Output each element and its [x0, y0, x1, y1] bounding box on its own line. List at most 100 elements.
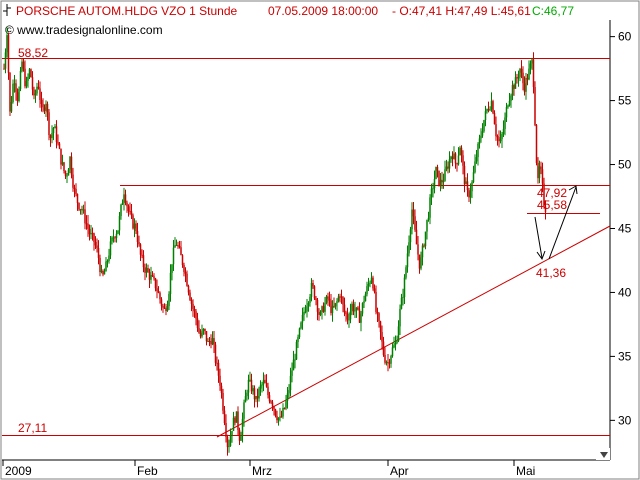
candle-body [246, 392, 248, 397]
candle-body [414, 216, 416, 230]
candle-body [321, 306, 323, 313]
candle-body [538, 166, 541, 179]
candle-body [298, 328, 301, 338]
candle-body [456, 163, 458, 165]
candle-body [27, 77, 29, 81]
candle-body [190, 300, 193, 304]
candlestick-series [3, 27, 547, 456]
candle-body [282, 407, 284, 417]
candle-body [90, 233, 92, 235]
candle-body [256, 395, 259, 399]
candle-body [337, 296, 340, 302]
candle-body [76, 194, 79, 203]
candle-body [231, 430, 233, 437]
candle-body [411, 209, 413, 230]
candle-body [492, 101, 494, 114]
candle-body [174, 245, 176, 248]
candle-body [151, 275, 154, 277]
candle-body [148, 271, 151, 280]
candle-body [31, 77, 34, 90]
scroll-right-arrow-icon[interactable] [596, 448, 610, 460]
candle-body [487, 109, 490, 111]
candle-body [67, 169, 70, 176]
candle-body [250, 379, 253, 392]
candle-body [189, 292, 191, 301]
candle-body [261, 384, 263, 386]
candle-body [91, 233, 94, 235]
horizontal-lines: 58,52 47,92 45,58 27,11 [2, 46, 610, 436]
candle-body [181, 255, 184, 265]
candle-body [180, 247, 182, 256]
candle-body [18, 89, 20, 101]
candle-body [145, 268, 148, 273]
x-tick-label: Mrz [252, 464, 272, 478]
candle-body [280, 416, 283, 418]
candle-body [132, 215, 134, 229]
candle-body [123, 194, 125, 203]
candle-body [445, 166, 448, 170]
candle-body [87, 223, 89, 229]
candle-body [309, 296, 311, 303]
candle-body [271, 402, 274, 407]
candle-body [279, 416, 281, 418]
candle-body [52, 128, 55, 134]
candle-body [496, 136, 499, 138]
candle-body [253, 388, 256, 400]
candle-body [48, 112, 50, 136]
candle-body [228, 446, 230, 448]
candle-body [505, 107, 508, 118]
candle-body [466, 181, 469, 191]
candle-body [292, 359, 295, 371]
candle-body [126, 202, 128, 207]
candle-body [220, 385, 223, 393]
candle-body [490, 101, 493, 110]
candle-body [10, 102, 13, 112]
candle-body [499, 139, 502, 142]
candle-body [286, 393, 289, 401]
candle-body [484, 111, 487, 120]
y-tick-label: 55 [618, 94, 632, 108]
candle-body [502, 128, 505, 135]
candle-body [351, 303, 353, 312]
candle-body [372, 277, 374, 289]
candle-body [454, 153, 457, 164]
candle-body [216, 362, 218, 364]
candle-body [36, 86, 38, 94]
chart-watermark: © www.tradesignalonline.com [5, 23, 163, 37]
candle-body [84, 209, 86, 224]
candle-body [541, 169, 544, 184]
candle-body [384, 354, 386, 363]
candle-body [144, 267, 146, 273]
candle-body [379, 321, 382, 333]
candle-body [462, 155, 464, 166]
candle-body [399, 308, 401, 327]
candle-body [105, 261, 107, 272]
candle-body [112, 237, 115, 239]
candle-body [297, 337, 299, 343]
candle-body [537, 162, 539, 179]
candle-body [202, 328, 205, 331]
candle-body [306, 306, 308, 312]
hline-label-58-52: 58,52 [18, 46, 48, 60]
candle-body [417, 244, 419, 255]
chart-header: PORSCHE AUTOM.HLDG VZO 1 Stunde 07.05.20… [3, 4, 574, 37]
candle-body [415, 229, 418, 245]
candle-body [387, 362, 389, 364]
candle-body [240, 436, 242, 441]
candle-body [195, 311, 197, 319]
candle-body [433, 178, 436, 189]
candle-body [376, 311, 379, 314]
candle-body [328, 298, 331, 301]
chart-datetime: 07.05.2009 18:00:00 [268, 4, 378, 18]
candle-body [129, 210, 131, 212]
candle-body [295, 342, 298, 360]
candle-body [172, 247, 175, 265]
candle-body [412, 209, 415, 217]
candle-body [268, 395, 271, 402]
candle-body [451, 156, 454, 159]
candle-body [178, 246, 181, 248]
candle-body [342, 297, 344, 305]
candle-body [352, 303, 355, 312]
candle-body [211, 338, 214, 345]
